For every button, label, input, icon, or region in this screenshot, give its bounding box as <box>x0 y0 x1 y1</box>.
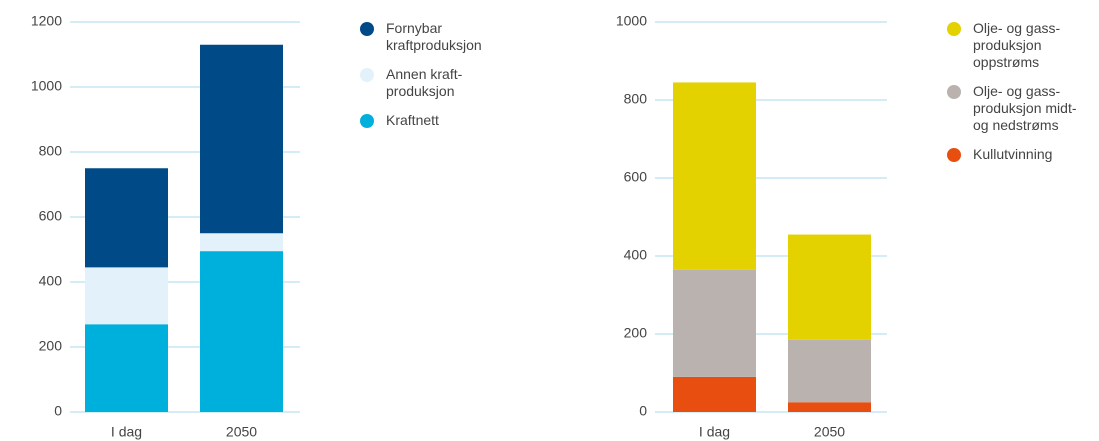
y-tick-label: 0 <box>639 403 647 419</box>
legend-label: Olje- og gass-produksjon midt- og nedstr… <box>973 83 1077 133</box>
y-tick-label: 1000 <box>31 78 62 94</box>
legend-label: Olje- og gass-produksjon oppstrøms <box>973 20 1061 70</box>
x-tick-label: I dag <box>699 424 730 440</box>
y-tick-label: 800 <box>624 91 648 107</box>
legend-swatch <box>360 114 374 128</box>
legend: Fornybar kraftproduksjon Annen kraft-prod… <box>360 20 510 141</box>
y-tick-label: 200 <box>39 338 63 354</box>
legend-item: Kraftnett <box>360 112 510 129</box>
legend-swatch <box>947 22 961 36</box>
y-tick-label: 1000 <box>616 13 647 29</box>
bar-segment <box>85 168 168 268</box>
legend-swatch <box>947 85 961 99</box>
bar-segment <box>200 251 283 412</box>
y-tick-label: 1200 <box>31 13 62 29</box>
bar-segment <box>200 233 283 252</box>
y-tick-label: 200 <box>624 325 648 341</box>
legend-item: Kullutvinning <box>947 146 1077 163</box>
bar-segment <box>673 82 756 270</box>
bar-segment <box>673 376 756 412</box>
bar-segment <box>673 269 756 377</box>
legend-swatch <box>360 68 374 82</box>
y-tick-label: 0 <box>54 403 62 419</box>
legend-label: Kraftnett <box>386 112 439 128</box>
bar-segment <box>788 339 871 403</box>
legend-label: Annen kraft-produksjon <box>386 66 463 99</box>
legend-item: Annen kraft-produksjon <box>360 66 510 100</box>
bar-segment <box>200 44 283 234</box>
y-tick-label: 400 <box>624 247 648 263</box>
legend-swatch <box>360 22 374 36</box>
legend: Olje- og gass-produksjon oppstrøms Olje- … <box>947 20 1077 175</box>
bar-segment <box>788 234 871 340</box>
legend-label: Kullutvinning <box>973 146 1053 162</box>
x-tick-label: 2050 <box>814 424 845 440</box>
legend-item: Olje- og gass-produksjon midt- og nedstr… <box>947 83 1077 134</box>
bar-segment <box>85 324 168 412</box>
legend-label: Fornybar kraftproduksjon <box>386 20 482 53</box>
bar-segment <box>788 402 871 412</box>
y-tick-label: 600 <box>624 169 648 185</box>
legend-item: Olje- og gass-produksjon oppstrøms <box>947 20 1077 71</box>
x-tick-label: I dag <box>111 424 142 440</box>
y-tick-label: 600 <box>39 208 63 224</box>
y-tick-label: 400 <box>39 273 63 289</box>
legend-swatch <box>947 148 961 162</box>
bar-segment <box>85 267 168 325</box>
x-tick-label: 2050 <box>226 424 257 440</box>
y-tick-label: 800 <box>39 143 63 159</box>
legend-item: Fornybar kraftproduksjon <box>360 20 510 54</box>
